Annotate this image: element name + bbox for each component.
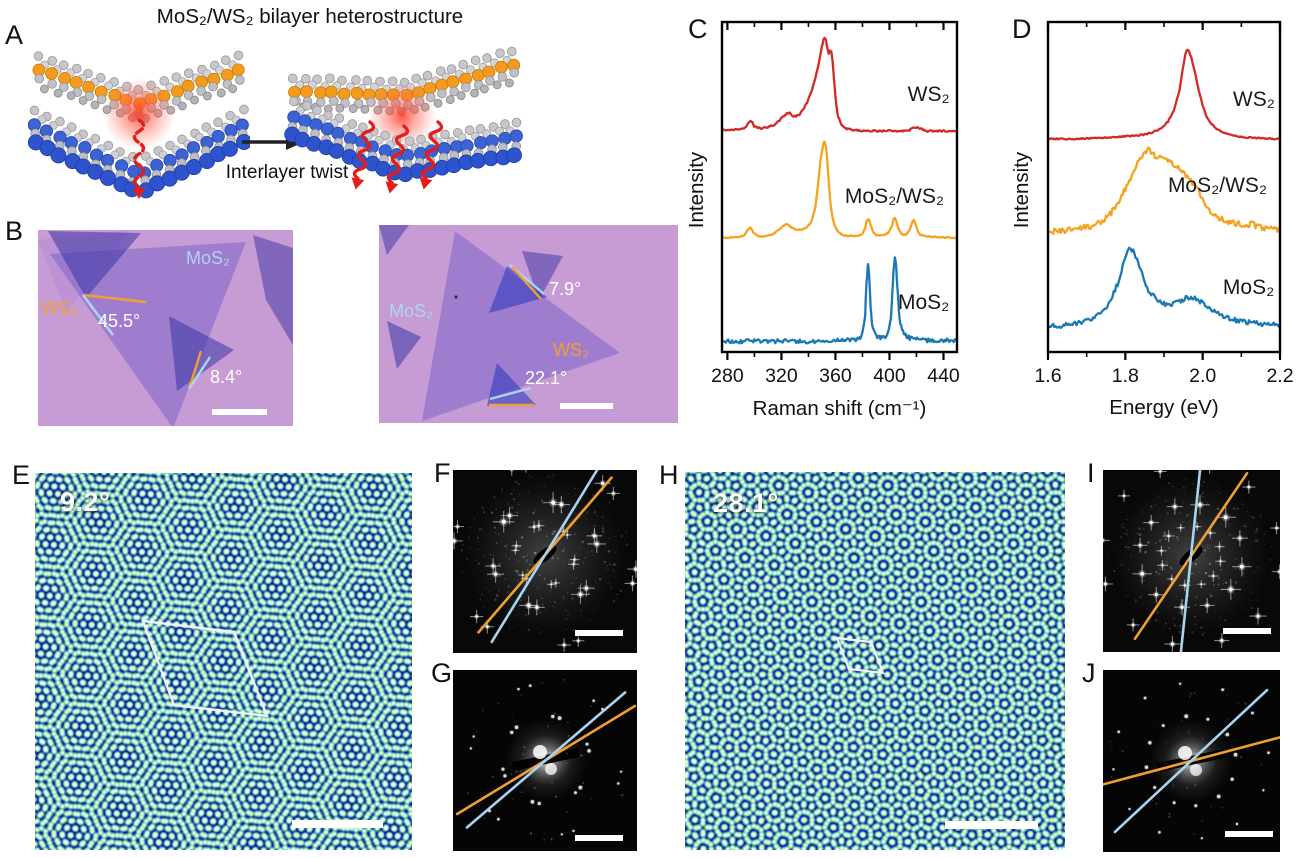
figure-title: MoS₂/WS₂ bilayer heterostructure (156, 5, 464, 28)
optical-micrograph-right: 7.9° 22.1° MoS₂ WS₂ (379, 225, 678, 423)
svg-text:MoS₂: MoS₂ (898, 291, 949, 314)
mos2-triangle-topleft (48, 231, 141, 298)
ws2-edge-line (82, 293, 147, 304)
raman-xaxis-label: Raman shift (cm⁻¹) (752, 397, 927, 420)
svg-text:MoS₂/WS₂: MoS₂/WS₂ (1168, 174, 1267, 197)
mos2-triangle-leftedge (387, 321, 421, 369)
angle-annotation: 8.4° (210, 367, 242, 387)
svg-text:2.2: 2.2 (1266, 365, 1293, 387)
mos2-edge-line-2 (187, 356, 212, 390)
mos2-triangle-bottom (487, 363, 536, 406)
svg-text:MoS₂/WS₂: MoS₂/WS₂ (845, 185, 944, 208)
ws2-label: WS₂ (41, 298, 77, 318)
moire-overlay (835, 636, 1038, 829)
raman-spectra-chart: WS₂ MoS₂/WS₂ MoS₂ 280 320 360 400 440 (711, 20, 960, 387)
panel-label-b: B (5, 216, 24, 246)
svg-text:1.8: 1.8 (1112, 365, 1139, 387)
mos2-triangle-corner (379, 225, 409, 255)
mos2-triangle-overlap (489, 266, 547, 313)
svg-text:280: 280 (711, 365, 744, 387)
mos2-edge-line (81, 294, 115, 336)
moire-unit-cell (141, 619, 269, 718)
angle-annotation: 7.9° (549, 279, 581, 299)
moire-overlay (141, 619, 383, 828)
panel-label-c: C (688, 14, 708, 44)
panel-label-g: G (431, 658, 453, 688)
mos2-triangle-top (522, 251, 563, 300)
twist-angle-annotation: 9.2° (60, 487, 111, 517)
mos2-triangle-rightedge (253, 235, 293, 345)
diffraction-pattern-9deg (453, 670, 637, 851)
ws2-edge-line-2 (187, 350, 203, 390)
pl-yaxis-label: Intensity (1010, 151, 1033, 229)
scale-bar (560, 403, 613, 409)
ws2-monolayer-triangle (50, 242, 246, 426)
mos2-label: MoS₂ (186, 248, 230, 268)
twist-caption: Interlayer twist (225, 162, 349, 183)
mos2-edge-line-2 (489, 386, 532, 401)
panel-label-a: A (5, 20, 24, 50)
panel-label-i: I (1087, 458, 1095, 488)
twist-angle-annotation: 28.1° (713, 488, 779, 518)
atomic-structure-aligned (28, 50, 250, 199)
panel-label-h: H (659, 460, 679, 490)
pl-xaxis-label: Energy (eV) (1109, 396, 1219, 419)
scale-bar (212, 409, 267, 415)
ws2-label: WS₂ (553, 340, 589, 360)
ws2-edge-line (511, 266, 542, 300)
svg-text:1.6: 1.6 (1034, 365, 1061, 387)
svg-text:MoS₂: MoS₂ (1223, 276, 1274, 299)
stem-moire-image-9deg: 9.2° (35, 473, 412, 850)
moire-unit-cell (835, 636, 885, 675)
speck (454, 295, 458, 299)
raman-yaxis-label: Intensity (685, 151, 708, 229)
panel-label-f: F (434, 458, 451, 488)
svg-text:400: 400 (873, 365, 906, 387)
pl-spectra-chart: WS₂ MoS₂/WS₂ MoS₂ 1.6 1.8 2.0 2.2 (1034, 20, 1294, 387)
angle-annotation: 22.1° (525, 368, 567, 388)
fft-pattern-9deg (453, 470, 637, 653)
scale-bar (292, 820, 383, 828)
angle-annotation: 45.5° (98, 311, 140, 331)
panel-label-d: D (1012, 14, 1032, 44)
svg-text:2.0: 2.0 (1189, 365, 1216, 387)
scale-bar (945, 821, 1038, 829)
atomic-structure-twisted (284, 46, 523, 194)
svg-text:320: 320 (765, 365, 798, 387)
stem-moire-image-28deg: 28.1° (685, 472, 1065, 850)
optical-micrograph-left: MoS₂ WS₂ 45.5° 8.4° (38, 230, 293, 426)
panel-label-j: J (1082, 658, 1096, 688)
svg-text:440: 440 (927, 365, 960, 387)
mos2-label: MoS₂ (389, 301, 433, 321)
panel-label-e: E (12, 460, 31, 490)
svg-text:WS₂: WS₂ (1233, 88, 1275, 111)
fft-pattern-28deg (1103, 470, 1280, 652)
diffraction-pattern-28deg (1103, 670, 1280, 852)
ws2-monolayer-triangle (422, 231, 620, 421)
mos2-triangle-center (169, 316, 234, 391)
svg-text:360: 360 (819, 365, 852, 387)
svg-text:WS₂: WS₂ (908, 83, 950, 106)
